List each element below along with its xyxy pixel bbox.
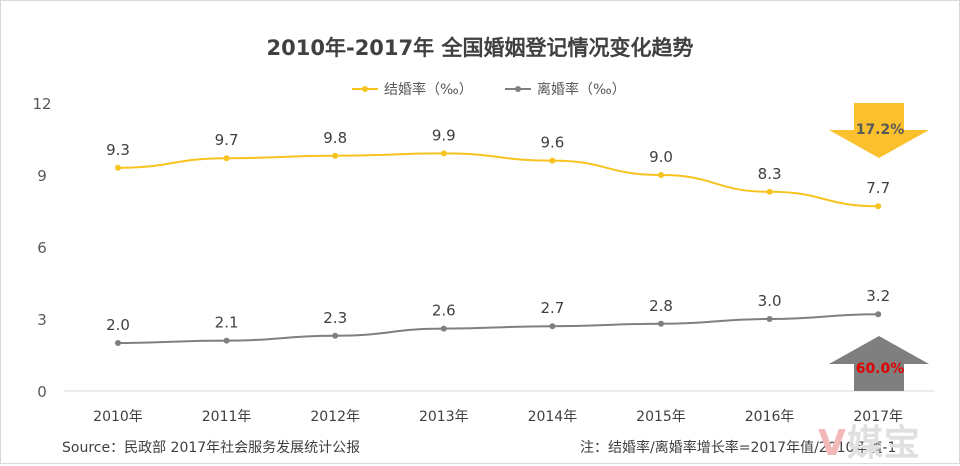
data-label: 9.8 xyxy=(323,129,347,147)
x-tick-label: 2014年 xyxy=(528,409,578,425)
data-label: 9.7 xyxy=(215,131,239,149)
data-point xyxy=(223,337,230,344)
y-tick-label: 9 xyxy=(37,167,47,185)
watermark-logo: V媒宝 xyxy=(818,414,921,466)
data-label: 2.6 xyxy=(432,302,456,320)
chart-title: 2010年-2017年 全国婚姻登记情况变化趋势 xyxy=(266,36,694,60)
x-tick-label: 2010年 xyxy=(93,409,143,425)
source-text: Source：民政部 2017年社会服务发展统计公报 xyxy=(62,440,361,456)
x-tick-label: 2012年 xyxy=(310,409,360,425)
watermark-part1: V xyxy=(818,423,847,464)
legend-marker xyxy=(362,86,368,92)
data-point xyxy=(440,325,447,332)
data-point xyxy=(440,150,447,157)
y-tick-label: 12 xyxy=(32,95,51,113)
x-tick-label: 2011年 xyxy=(202,409,252,425)
data-point xyxy=(332,152,339,159)
data-point xyxy=(766,316,773,322)
data-label: 2.0 xyxy=(106,316,130,334)
data-label: 9.0 xyxy=(649,148,673,166)
data-label: 9.9 xyxy=(432,126,456,144)
data-label: 2.3 xyxy=(323,309,347,327)
data-label: 3.0 xyxy=(758,292,782,310)
data-point xyxy=(875,203,882,210)
data-label: 3.2 xyxy=(866,287,890,305)
data-label: 2.7 xyxy=(540,299,564,317)
series-line xyxy=(117,313,879,344)
legend-label: 结婚率（‰） xyxy=(384,81,473,98)
data-point xyxy=(115,164,121,171)
decrease-percent-label: 17.2% xyxy=(856,122,905,138)
x-tick-label: 2013年 xyxy=(419,409,469,425)
x-tick-label: 2017年 xyxy=(853,409,903,425)
data-label: 2.1 xyxy=(215,314,239,332)
data-point xyxy=(332,332,339,339)
legend-marker xyxy=(515,86,521,92)
data-point xyxy=(549,157,556,164)
watermark-part2: 媒宝 xyxy=(846,423,921,464)
y-tick-label: 3 xyxy=(37,311,47,329)
x-tick-label: 2016年 xyxy=(745,409,795,425)
data-point xyxy=(766,188,773,195)
data-point xyxy=(115,340,121,346)
decrease-arrow xyxy=(829,103,929,158)
data-label: 9.3 xyxy=(106,141,130,159)
data-point xyxy=(658,320,664,327)
x-tick-label: 2015年 xyxy=(636,409,686,425)
data-label: 7.7 xyxy=(866,179,890,197)
data-point xyxy=(875,311,882,318)
data-label: 8.3 xyxy=(758,165,782,183)
data-point xyxy=(658,172,664,178)
data-point xyxy=(223,155,230,162)
data-point xyxy=(549,323,556,330)
legend-label: 离婚率（‰） xyxy=(537,81,626,98)
note-text: 注：结婚率/离婚率增长率=2017年值/2010年值-1 xyxy=(580,440,897,456)
series-line xyxy=(117,152,879,208)
increase-percent-label: 60.0% xyxy=(856,361,905,377)
data-label: 2.8 xyxy=(649,297,673,315)
increase-arrow xyxy=(829,336,929,391)
y-tick-label: 0 xyxy=(37,383,47,401)
y-tick-label: 6 xyxy=(37,239,47,257)
data-label: 9.6 xyxy=(540,134,564,152)
